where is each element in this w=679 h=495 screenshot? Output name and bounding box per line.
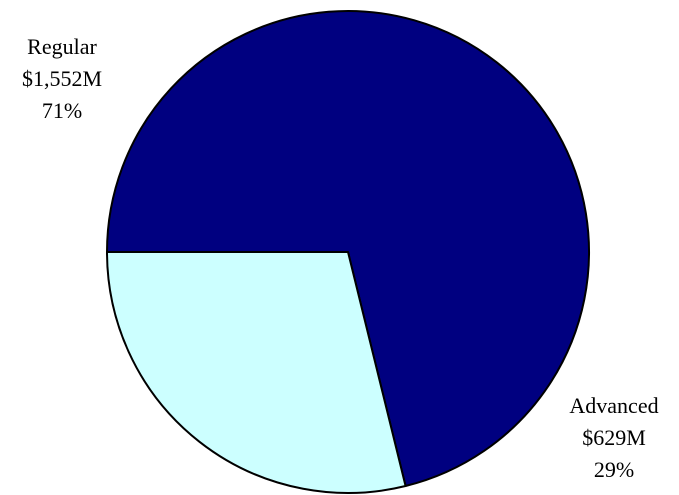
label-advanced-name: Advanced [569,393,658,418]
label-advanced-percent: 29% [594,457,634,482]
pie-slice-regular [106,10,590,488]
label-advanced-value: $629M [582,425,646,450]
label-regular-value: $1,552M [22,66,102,91]
label-regular-percent: 71% [42,98,82,123]
pie-slices [106,10,590,494]
pie-slice-advanced [106,251,407,494]
label-regular: Regular $1,552M 71% [22,34,102,123]
label-advanced: Advanced $629M 29% [569,393,658,482]
label-regular-name: Regular [27,34,97,59]
